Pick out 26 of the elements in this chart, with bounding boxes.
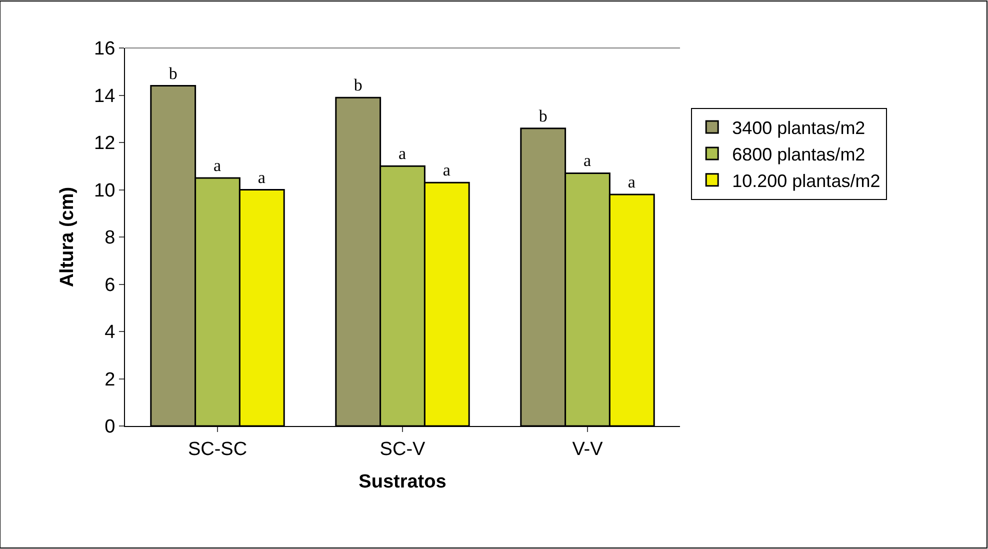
legend-label: 10.200 plantas/m2	[732, 170, 880, 191]
data-label: b	[168, 64, 178, 83]
data-label: a	[628, 172, 636, 192]
data-label: a	[214, 156, 222, 175]
y-tick-label: 4	[104, 322, 116, 344]
y-tick-label: 10	[94, 180, 116, 202]
y-tick-label: 14	[94, 86, 116, 107]
y-tick-label: 12	[94, 133, 116, 154]
y-tick-label: 16	[94, 38, 116, 60]
legend-label: 3400 plantas/m2	[732, 118, 866, 138]
legend-label: 6800 plantas/m2	[732, 144, 866, 164]
x-tick-label: SC-V	[380, 438, 426, 460]
data-label: a	[398, 144, 406, 164]
x-tick-label: SC-SC	[188, 438, 248, 460]
x-axis-title: Sustratos	[358, 472, 446, 493]
y-tick-label: 0	[104, 416, 116, 438]
y-tick-label: 6	[104, 274, 116, 296]
data-label: b	[538, 106, 548, 126]
data-label: a	[258, 168, 266, 187]
y-axis-title: Altura (cm)	[56, 186, 78, 288]
y-tick-label: 8	[104, 228, 116, 249]
data-label: a	[442, 160, 451, 180]
x-tick-label: V-V	[572, 438, 604, 460]
y-tick-label: 2	[104, 369, 116, 390]
data-label: b	[354, 76, 362, 95]
data-label: a	[584, 151, 592, 170]
